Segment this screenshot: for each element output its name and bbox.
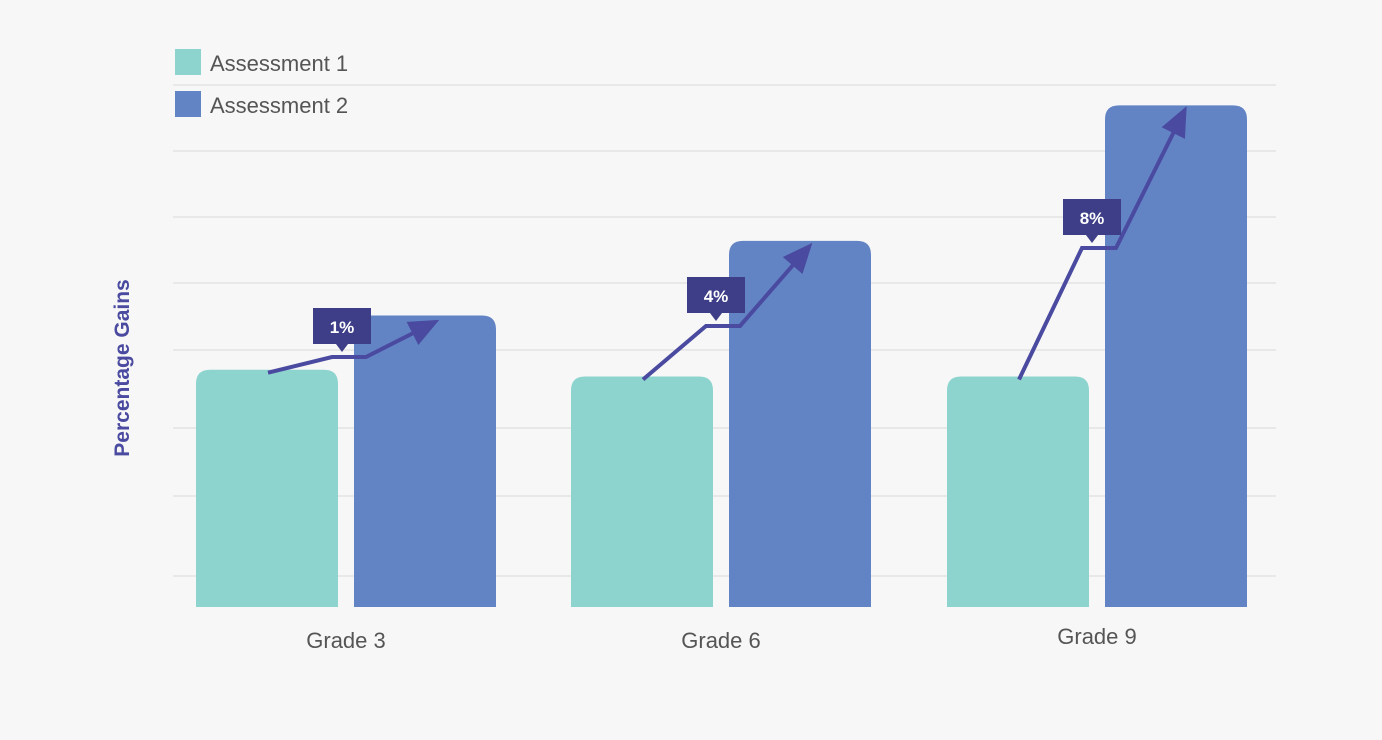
gain-badge <box>1063 199 1121 243</box>
legend-swatch <box>175 91 201 117</box>
bar-assessment-2-grade-9 <box>1105 105 1247 608</box>
bar-assessment-2-grade-3 <box>354 315 496 607</box>
gain-badge <box>313 308 371 352</box>
bar-assessment-1-grade-6 <box>571 376 713 607</box>
bar-assessment-2-grade-6 <box>729 240 871 608</box>
y-axis-label: Percentage Gains <box>111 279 134 456</box>
x-tick-label: Grade 6 <box>681 628 761 653</box>
gain-arrow-line <box>267 321 434 375</box>
gain-badge <box>687 277 745 321</box>
x-tick-label: Grade 3 <box>306 628 386 653</box>
legend-label: Assessment 2 <box>210 93 348 118</box>
bar-assessment-1-grade-9 <box>947 376 1089 607</box>
gain-badge-label: 8% <box>1080 209 1105 228</box>
gain-arrow-line <box>641 247 809 382</box>
x-tick-label: Grade 9 <box>1057 624 1137 649</box>
gain-arrow-head <box>1161 106 1187 139</box>
gain-arrow-head <box>782 242 813 275</box>
gain-badge-label: 1% <box>330 318 355 337</box>
gain-arrow-head <box>406 319 440 346</box>
legend-label: Assessment 1 <box>210 51 348 76</box>
legend-swatch <box>175 49 201 75</box>
gain-arrow-line <box>1017 112 1185 381</box>
gain-badge-label: 4% <box>704 287 729 306</box>
bar-assessment-1-grade-3 <box>196 369 338 607</box>
